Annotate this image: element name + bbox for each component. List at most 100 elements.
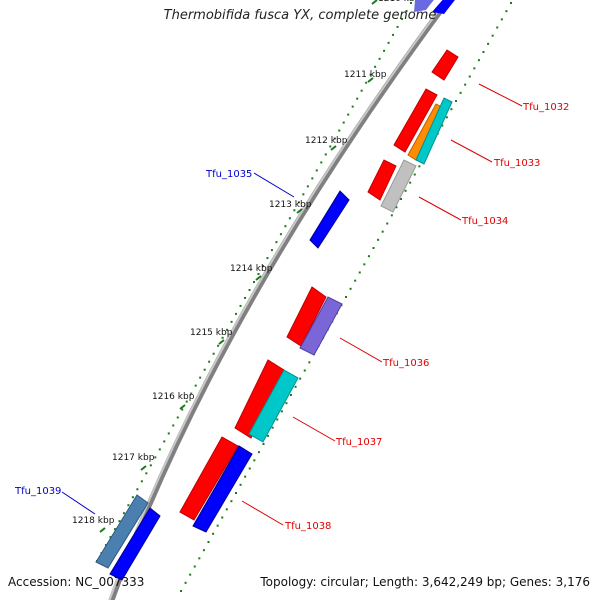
gc-dot (487, 42, 490, 45)
gc-dot (145, 472, 148, 475)
gc-dot (221, 336, 224, 339)
leader-tfu-1037 (292, 416, 336, 442)
leader-tfu-1033 (450, 139, 493, 163)
gene-label-tfu-1036[interactable]: Tfu_1036 (382, 358, 429, 369)
gene-tfu-1034-red[interactable] (367, 159, 397, 201)
gc-dot (387, 41, 390, 44)
leader-tfu-1038 (241, 500, 284, 526)
gc-dot (163, 440, 166, 443)
gc-dot (356, 97, 359, 100)
gene-tfu-1035[interactable] (309, 190, 350, 249)
gc-dot (418, 165, 421, 168)
gene-tfu-1033-red[interactable] (393, 88, 438, 153)
gc-dot (248, 467, 251, 470)
gc-dot (202, 549, 205, 552)
gc-dot (118, 520, 121, 523)
kbp-tick-mark (330, 145, 337, 151)
gc-dot (267, 434, 270, 437)
kbp-tick-label: 1215 kbp (190, 328, 233, 338)
gc-dot (203, 368, 206, 371)
gc-dot (257, 451, 260, 454)
gc-dot (140, 480, 143, 483)
gc-dot (311, 177, 314, 180)
gc-dot (324, 153, 327, 156)
gc-dot (450, 108, 453, 111)
gc-dot (329, 145, 332, 148)
gene-label-tfu-1038[interactable]: Tfu_1038 (284, 521, 331, 532)
gene-tfu-1032[interactable] (431, 49, 459, 81)
gc-dot (199, 376, 202, 379)
gc-dot (198, 557, 201, 560)
gc-dot (333, 137, 336, 140)
gc-dot (217, 344, 220, 347)
gc-dot (381, 230, 384, 233)
gc-dot (172, 424, 175, 427)
gc-dot (158, 448, 161, 451)
gc-dot (270, 249, 273, 252)
gc-dot (235, 492, 237, 494)
gc-dot (360, 89, 363, 92)
gc-dot (390, 214, 393, 217)
gene-tfu-1038-red[interactable] (179, 436, 239, 521)
gene-tfu-1039-steelblue[interactable] (95, 494, 149, 569)
kbp-tick-label: 1213 kbp (269, 200, 312, 210)
gc-dot (396, 25, 399, 28)
gc-dot (149, 464, 152, 467)
gc-dot (136, 488, 139, 491)
gene-label-tfu-1034[interactable]: Tfu_1034 (461, 216, 508, 227)
gc-dot (392, 33, 395, 36)
gene-label-tfu-1032[interactable]: Tfu_1032 (522, 102, 569, 113)
kbp-tick-mark (179, 404, 186, 410)
gene-tfu-1034-grey[interactable] (380, 159, 417, 213)
gc-dot (473, 67, 476, 70)
gc-dot (464, 83, 467, 86)
gene-label-leaders (61, 83, 523, 526)
gc-dot (288, 217, 291, 220)
gene-label-tfu-1039[interactable]: Tfu_1039 (14, 486, 61, 497)
gene-label-tfu-1035[interactable]: Tfu_1035 (205, 169, 252, 180)
gene-tfu-1038-blue[interactable] (192, 445, 253, 533)
gc-dot (276, 418, 279, 421)
gc-dot (194, 384, 197, 387)
gc-dot (377, 238, 380, 241)
gc-dot (372, 247, 375, 249)
gc-dot (315, 169, 318, 172)
gc-dot (378, 57, 381, 60)
gene-label-tfu-1033[interactable]: Tfu_1033 (493, 158, 540, 169)
gc-dot (455, 100, 457, 102)
gc-dot (482, 51, 485, 53)
gc-dot (176, 416, 179, 419)
gc-dot (262, 443, 265, 445)
gc-dot (496, 26, 499, 29)
gc-dot (306, 185, 309, 188)
gene-tfu-1033-cyan[interactable] (415, 97, 453, 165)
gene-tfu-1036-purple[interactable] (299, 296, 343, 356)
gene-partial-top-blue[interactable] (432, 0, 458, 14)
gc-dot (113, 528, 116, 531)
gene-tfu-1037-cyan[interactable] (248, 369, 299, 443)
gene-tfu-1039-blue[interactable] (109, 507, 161, 581)
kbp-tick-mark (218, 339, 225, 345)
gc-dot (401, 17, 404, 20)
gene-features (95, 0, 459, 581)
gc-dot (253, 281, 255, 283)
gc-dot (284, 225, 287, 228)
gc-dot (320, 161, 323, 164)
kbp-tick-label: 1212 kbp (305, 136, 348, 146)
gc-dot (410, 2, 412, 4)
kbp-tick-label: 1214 kbp (230, 264, 273, 274)
genome-backbone (108, 0, 453, 600)
gc-dot (275, 241, 278, 244)
kbp-tick-mark (371, 0, 378, 5)
gc-dot (207, 541, 210, 543)
gc-dot (386, 222, 389, 225)
gene-label-tfu-1037[interactable]: Tfu_1037 (335, 437, 382, 448)
gc-dot (477, 59, 480, 62)
gc-dot (109, 536, 112, 539)
gc-dot (266, 257, 269, 260)
gc-dot (193, 565, 196, 568)
gene-partial-top-purple[interactable] (414, 0, 440, 12)
leader-tfu-1036 (339, 337, 383, 363)
gc-dot (367, 255, 370, 258)
gene-tfu-1036-red[interactable] (286, 286, 327, 347)
